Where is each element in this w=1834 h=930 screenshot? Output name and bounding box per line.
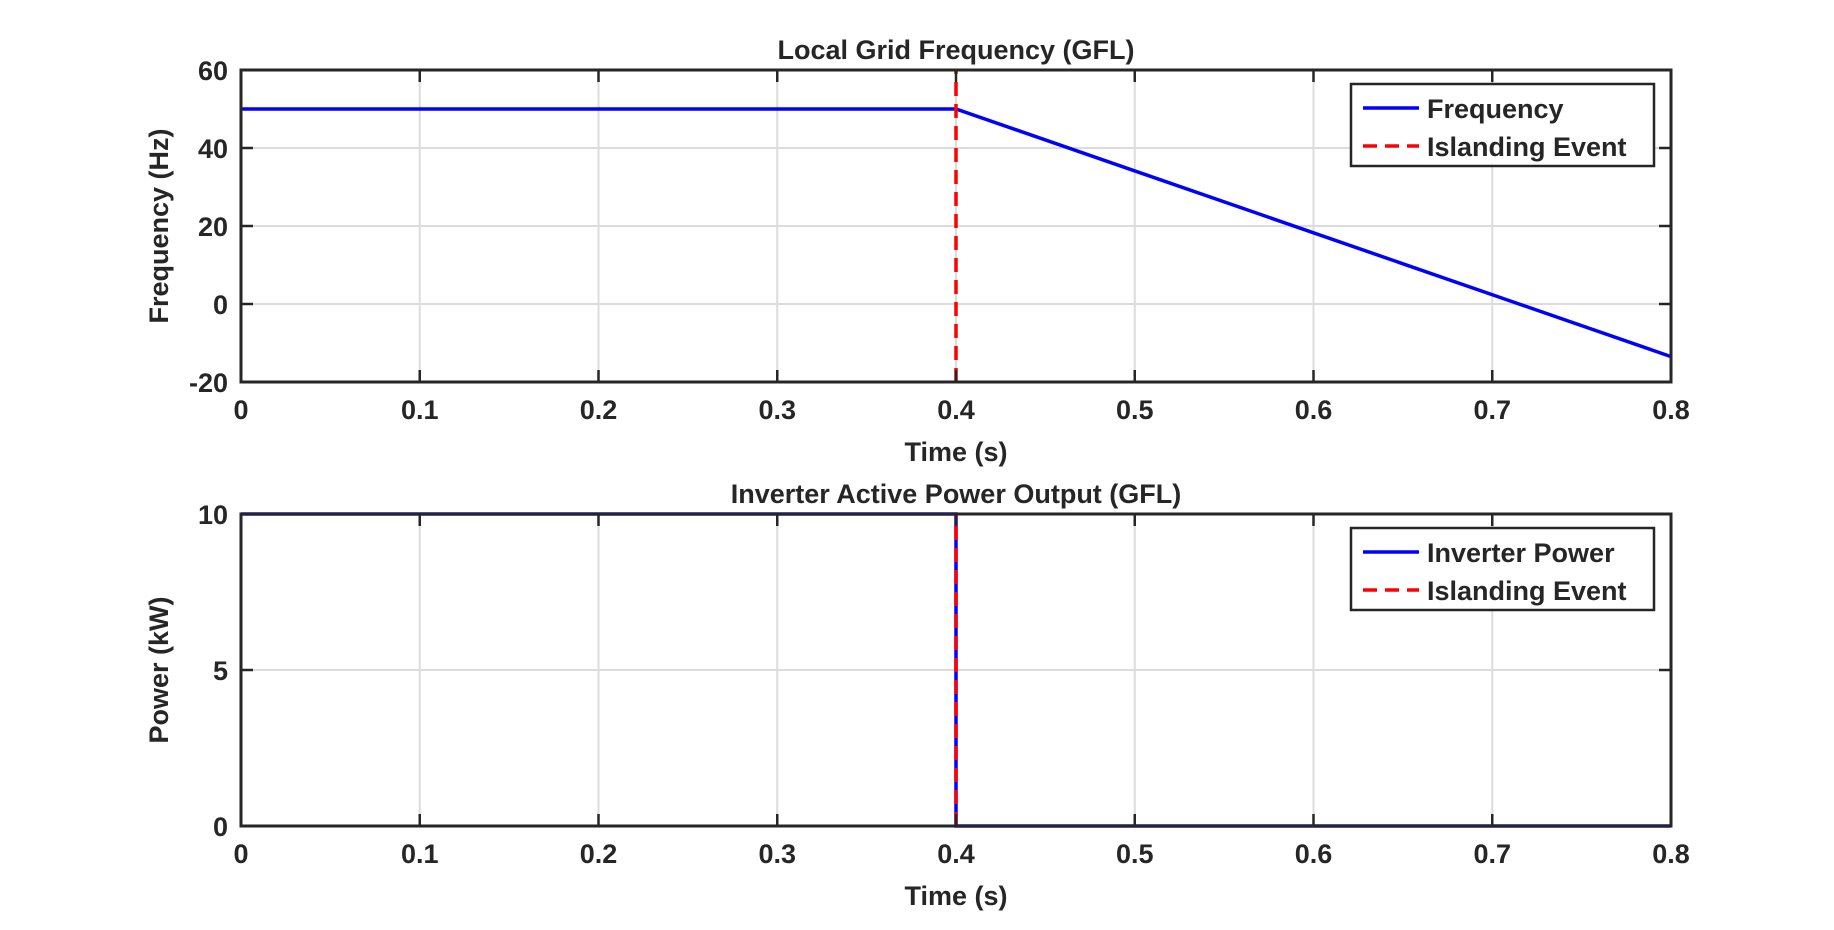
legend: Inverter Power Islanding Event	[1349, 526, 1656, 612]
x-tick-label: 0.2	[580, 395, 618, 425]
x-tick-label: 0.4	[937, 395, 975, 425]
y-tick-label: 10	[198, 500, 228, 530]
x-tick-label: 0	[233, 839, 248, 869]
power-chart: 0 0.1 0.2 0.3 0.4 0.5 0.6 0.7 0.8 0 5 10 Inverter Ac…	[144, 479, 1690, 911]
legend-entry: Islanding Event	[1427, 132, 1627, 162]
x-tick-label: 0.4	[937, 839, 975, 869]
x-tick-label: 0.7	[1473, 395, 1511, 425]
x-tick-label: 0.5	[1116, 839, 1154, 869]
x-tick-label: 0.5	[1116, 395, 1154, 425]
legend-box	[1349, 82, 1656, 168]
legend-entry: Islanding Event	[1427, 576, 1627, 606]
x-tick-label: 0.8	[1652, 839, 1690, 869]
y-tick-label: 20	[198, 212, 228, 242]
x-tick-label: 0.3	[758, 839, 796, 869]
x-tick-label: 0.1	[401, 395, 439, 425]
x-tick-label: 0.6	[1295, 839, 1333, 869]
x-tick-label: 0.3	[758, 395, 796, 425]
y-tick-label: -20	[189, 368, 228, 398]
x-tick-label: 0.7	[1473, 839, 1511, 869]
x-axis-label: Time (s)	[904, 881, 1007, 911]
y-tick-label: 40	[198, 134, 228, 164]
chart-title: Local Grid Frequency (GFL)	[777, 35, 1134, 65]
y-axis-label: Frequency (Hz)	[144, 128, 174, 323]
legend: Frequency Islanding Event	[1349, 82, 1656, 168]
legend-entry: Inverter Power	[1427, 538, 1615, 568]
x-axis-label: Time (s)	[904, 437, 1007, 467]
legend-box	[1349, 526, 1656, 612]
chart-title: Inverter Active Power Output (GFL)	[731, 479, 1182, 509]
x-tick-label: 0.8	[1652, 395, 1690, 425]
y-tick-label: 0	[213, 812, 228, 842]
x-tick-label: 0.1	[401, 839, 439, 869]
x-tick-label: 0.2	[580, 839, 618, 869]
y-tick-label: 0	[213, 290, 228, 320]
y-axis-label: Power (kW)	[144, 596, 174, 743]
frequency-chart: 0 0.1 0.2 0.3 0.4 0.5 0.6 0.7 0.8-200204060Local…	[144, 35, 1690, 467]
y-tick-label: 60	[198, 56, 228, 86]
legend-entry: Frequency	[1427, 94, 1564, 124]
x-tick-label: 0.6	[1295, 395, 1333, 425]
x-tick-label: 0	[233, 395, 248, 425]
y-tick-label: 5	[213, 656, 228, 686]
